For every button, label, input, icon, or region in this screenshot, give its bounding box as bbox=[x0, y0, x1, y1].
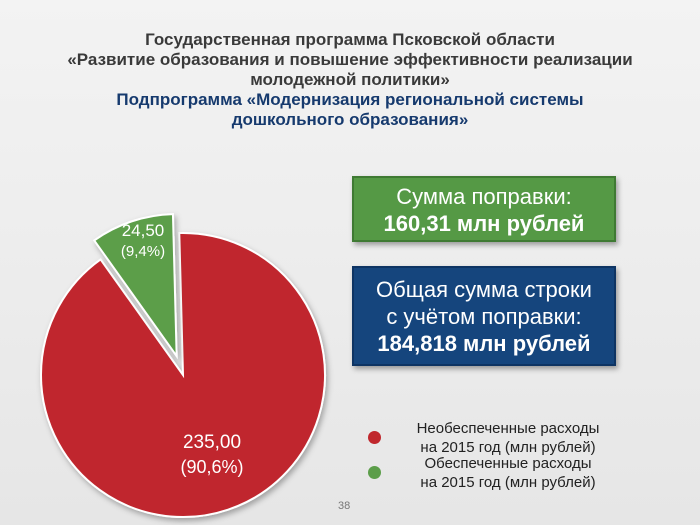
legend-label-unfunded-line-2: на 2015 год (млн рублей) bbox=[420, 439, 596, 456]
legend-label-unfunded: Необеспеченные расходы на 2015 год (млн … bbox=[388, 419, 628, 457]
slide-title-line-3: молодежной политики» bbox=[250, 70, 450, 89]
amendment-sum-label: Сумма поправки: bbox=[396, 184, 572, 209]
chart-legend: Необеспеченные расходы на 2015 год (млн … bbox=[368, 419, 628, 499]
slide-title-line-2: «Развитие образования и повышение эффект… bbox=[67, 50, 633, 69]
legend-dot-green-icon bbox=[368, 466, 381, 479]
legend-label-funded: Обеспеченные расходы на 2015 год (млн ру… bbox=[388, 454, 628, 492]
pie-slice-unfunded-percent-label: (90,6%) bbox=[180, 457, 243, 477]
pie-slice-funded-percent-label: (9,4%) bbox=[121, 243, 165, 260]
legend-label-funded-line-1: Обеспеченные расходы bbox=[424, 455, 592, 472]
pie-slice-unfunded bbox=[40, 232, 326, 518]
slide-title-line-1: Государственная программа Псковской обла… bbox=[145, 30, 555, 49]
total-sum-label-line-1: Общая сумма строки bbox=[376, 277, 592, 302]
pie-slice-unfunded-value-label: 235,00 bbox=[183, 432, 241, 453]
legend-dot-red-icon bbox=[368, 431, 381, 444]
legend-label-funded-line-2: на 2015 год (млн рублей) bbox=[420, 474, 596, 491]
slide-header: Государственная программа Псковской обла… bbox=[0, 30, 700, 130]
amendment-sum-value: 160,31 млн рублей bbox=[383, 211, 585, 236]
pie-slice-funded-value-label: 24,50 bbox=[122, 221, 165, 240]
amendment-sum-box: Сумма поправки: 160,31 млн рублей bbox=[352, 176, 616, 242]
page-number: 38 bbox=[338, 500, 351, 512]
total-sum-value: 184,818 млн рублей bbox=[377, 331, 591, 356]
legend-item-funded: Обеспеченные расходы на 2015 год (млн ру… bbox=[368, 455, 628, 499]
total-sum-box: Общая сумма строки с учётом поправки: 18… bbox=[352, 266, 616, 366]
pie-slice-funded bbox=[92, 213, 178, 360]
slide-subtitle-line-1: Подпрограмма «Модернизация региональной … bbox=[116, 90, 584, 109]
legend-label-unfunded-line-1: Необеспеченные расходы bbox=[416, 420, 600, 437]
legend-item-unfunded: Необеспеченные расходы на 2015 год (млн … bbox=[368, 419, 628, 459]
total-sum-label-line-2: с учётом поправки: bbox=[386, 304, 582, 329]
slide-subtitle-line-2: дошкольного образования» bbox=[231, 110, 469, 129]
